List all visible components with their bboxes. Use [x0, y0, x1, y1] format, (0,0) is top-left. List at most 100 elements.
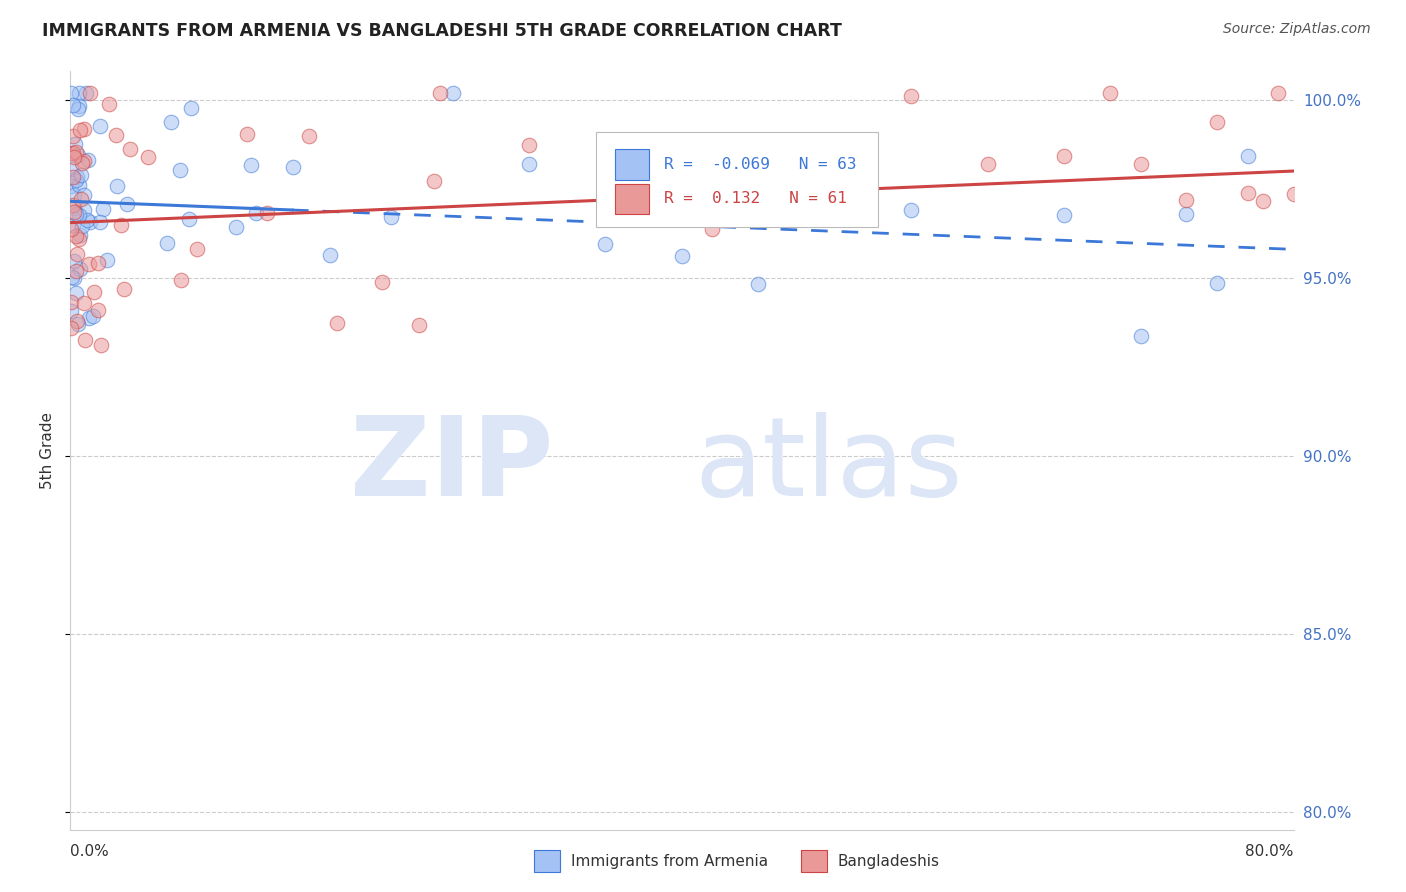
Point: [283, 160, 305, 174]
Point: [408, 318, 430, 332]
Point: [65, 207, 87, 221]
Point: [429, 86, 451, 100]
Point: [62, 218, 84, 232]
Point: [67, 178, 90, 193]
Point: [245, 206, 267, 220]
Point: [1129, 328, 1152, 343]
Point: [180, 101, 202, 115]
Point: [595, 210, 617, 224]
Point: [239, 159, 262, 173]
Point: [62, 198, 84, 212]
Point: [70, 219, 93, 234]
Point: [325, 316, 347, 330]
Point: [90, 338, 112, 352]
Point: [63, 137, 86, 152]
Point: [179, 211, 201, 226]
Point: [1282, 186, 1305, 201]
Point: [79, 86, 101, 100]
Point: [1206, 276, 1229, 290]
Point: [77, 310, 100, 325]
Point: [87, 256, 110, 270]
Text: 80.0%: 80.0%: [1246, 844, 1294, 859]
Point: [62, 271, 84, 285]
Point: [65, 145, 87, 160]
Point: [62, 129, 84, 144]
Point: [77, 257, 100, 271]
Point: [73, 203, 96, 218]
Point: [62, 146, 84, 161]
Point: [1267, 86, 1289, 100]
Point: [1053, 149, 1076, 163]
Point: [1175, 193, 1198, 207]
Text: 0.0%: 0.0%: [70, 844, 110, 859]
Point: [67, 147, 90, 161]
Point: [62, 169, 84, 184]
Point: [65, 264, 87, 278]
Point: [73, 296, 96, 310]
Point: [67, 86, 90, 100]
Point: [60, 221, 83, 235]
Point: [63, 201, 86, 215]
Point: [380, 211, 402, 225]
Point: [900, 203, 922, 218]
Point: [115, 197, 138, 211]
Point: [105, 128, 128, 143]
Point: [1175, 207, 1198, 221]
Point: [96, 252, 118, 267]
Point: [91, 202, 114, 216]
Point: [112, 282, 135, 296]
Point: [66, 169, 89, 184]
Text: IMMIGRANTS FROM ARMENIA VS BANGLADESHI 5TH GRADE CORRELATION CHART: IMMIGRANTS FROM ARMENIA VS BANGLADESHI 5…: [42, 22, 842, 40]
Text: R =  0.132   N = 61: R = 0.132 N = 61: [664, 191, 846, 206]
Text: Source: ZipAtlas.com: Source: ZipAtlas.com: [1223, 22, 1371, 37]
Text: atlas: atlas: [695, 412, 963, 519]
Point: [69, 168, 91, 182]
Point: [67, 98, 90, 112]
Point: [76, 213, 98, 227]
Point: [62, 146, 84, 161]
Point: [60, 162, 83, 177]
Point: [63, 205, 86, 219]
Point: [1099, 86, 1122, 100]
Point: [60, 179, 83, 194]
Point: [169, 163, 191, 178]
Point: [79, 215, 101, 229]
Point: [98, 96, 121, 111]
Point: [1129, 157, 1152, 171]
Point: [69, 228, 91, 243]
Point: [73, 154, 96, 169]
Point: [159, 115, 181, 129]
Point: [256, 206, 278, 220]
Point: [1206, 114, 1229, 128]
Point: [186, 242, 208, 256]
Point: [747, 277, 769, 291]
Point: [66, 103, 89, 117]
Point: [69, 123, 91, 137]
Point: [155, 235, 177, 250]
Point: [70, 192, 93, 206]
Point: [63, 253, 86, 268]
Point: [89, 215, 111, 229]
Point: [900, 89, 922, 103]
Point: [136, 150, 159, 164]
Point: [67, 231, 90, 245]
Point: [105, 178, 128, 193]
Point: [976, 157, 998, 171]
Text: Immigrants from Armenia: Immigrants from Armenia: [571, 854, 768, 869]
Point: [75, 86, 97, 100]
Point: [1236, 186, 1258, 200]
Point: [371, 275, 394, 289]
Point: [66, 314, 89, 328]
Point: [169, 273, 191, 287]
Y-axis label: 5th Grade: 5th Grade: [39, 412, 55, 489]
Point: [63, 188, 86, 202]
Point: [1236, 149, 1258, 163]
Point: [73, 121, 96, 136]
Point: [236, 127, 259, 141]
Point: [73, 333, 96, 347]
Point: [702, 222, 724, 236]
Point: [62, 98, 84, 112]
FancyBboxPatch shape: [614, 184, 650, 214]
Text: ZIP: ZIP: [350, 412, 554, 519]
Point: [297, 129, 319, 144]
